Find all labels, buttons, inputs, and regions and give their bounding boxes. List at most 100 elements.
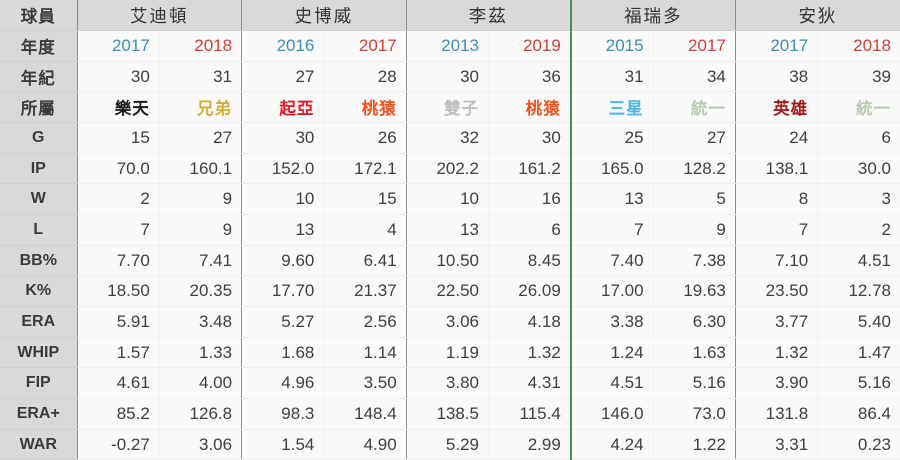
w-0-0: 2 xyxy=(76,183,160,216)
row-label-war: WAR xyxy=(0,429,77,460)
team-2-0: 雙子 xyxy=(405,91,489,124)
fip-0-0: 4.61 xyxy=(76,367,160,400)
eraplus-2-0: 138.5 xyxy=(405,398,489,430)
ip-1-0: 152.0 xyxy=(241,153,324,185)
bbpct-0-1: 7.41 xyxy=(158,245,242,277)
war-2-1: 2.99 xyxy=(487,429,571,460)
row-label-team: 所屬 xyxy=(0,91,77,124)
kpct-0-1: 20.35 xyxy=(158,275,242,308)
eraplus-4-0: 131.8 xyxy=(734,398,818,430)
fip-4-0: 3.90 xyxy=(734,367,818,400)
eraplus-3-1: 73.0 xyxy=(652,398,736,430)
bbpct-4-0: 7.10 xyxy=(734,245,818,277)
fip-0-1: 4.00 xyxy=(158,367,242,400)
age-1-0: 27 xyxy=(241,61,324,93)
g-2-1: 30 xyxy=(487,122,571,154)
team-3-1: 統一 xyxy=(652,91,736,124)
whip-2-1: 1.32 xyxy=(487,337,571,369)
whip-0-1: 1.33 xyxy=(158,337,242,369)
war-3-0: 4.24 xyxy=(569,429,654,460)
war-1-1: 4.90 xyxy=(323,429,407,460)
l-0-1: 9 xyxy=(158,214,242,246)
era-4-1: 5.40 xyxy=(817,306,900,338)
g-4-1: 6 xyxy=(817,122,900,154)
g-1-1: 26 xyxy=(323,122,407,154)
player-header-4: 安狄 xyxy=(734,0,900,32)
whip-1-1: 1.14 xyxy=(323,337,407,369)
table-row-g: G 15 27 30 26 32 30 25 27 24 6 xyxy=(0,122,900,154)
bbpct-1-1: 6.41 xyxy=(323,245,407,277)
age-4-0: 38 xyxy=(734,61,818,93)
row-label-player: 球員 xyxy=(0,0,77,32)
whip-2-0: 1.19 xyxy=(405,337,489,369)
bbpct-3-0: 7.40 xyxy=(569,245,654,277)
ip-2-0: 202.2 xyxy=(405,153,489,185)
ip-3-1: 128.2 xyxy=(652,153,736,185)
w-3-0: 13 xyxy=(569,183,654,216)
kpct-4-0: 23.50 xyxy=(734,275,818,308)
team-2-1: 桃猿 xyxy=(487,91,571,124)
year-3-1: 2017 xyxy=(652,30,736,62)
war-1-0: 1.54 xyxy=(241,429,324,460)
g-0-0: 15 xyxy=(76,122,160,154)
era-2-0: 3.06 xyxy=(405,306,489,338)
year-3-0: 2015 xyxy=(569,30,654,62)
ip-0-0: 70.0 xyxy=(76,153,160,185)
row-label-l: L xyxy=(0,214,77,246)
eraplus-3-0: 146.0 xyxy=(569,398,654,430)
team-0-1: 兄弟 xyxy=(158,91,242,124)
table-row-war: WAR -0.27 3.06 1.54 4.90 5.29 2.99 4.24 … xyxy=(0,429,900,460)
bbpct-2-1: 8.45 xyxy=(487,245,571,277)
table-row-whip: WHIP 1.57 1.33 1.68 1.14 1.19 1.32 1.24 … xyxy=(0,337,900,369)
eraplus-0-1: 126.8 xyxy=(158,398,242,430)
l-4-0: 7 xyxy=(734,214,818,246)
table-row-ip: IP 70.0 160.1 152.0 172.1 202.2 161.2 16… xyxy=(0,153,900,185)
kpct-1-0: 17.70 xyxy=(241,275,324,308)
w-2-0: 10 xyxy=(405,183,489,216)
era-1-0: 5.27 xyxy=(241,306,324,338)
player-header-3: 福瑞多 xyxy=(569,0,736,32)
w-2-1: 16 xyxy=(487,183,571,216)
age-3-1: 34 xyxy=(652,61,736,93)
g-2-0: 32 xyxy=(405,122,489,154)
w-3-1: 5 xyxy=(652,183,736,216)
kpct-1-1: 21.37 xyxy=(323,275,407,308)
w-1-0: 10 xyxy=(241,183,324,216)
table-row-l: L 7 9 13 4 13 6 7 9 7 2 xyxy=(0,214,900,246)
bbpct-4-1: 4.51 xyxy=(817,245,900,277)
era-4-0: 3.77 xyxy=(734,306,818,338)
fip-4-1: 5.16 xyxy=(817,367,900,400)
bbpct-2-0: 10.50 xyxy=(405,245,489,277)
age-2-1: 36 xyxy=(487,61,571,93)
bbpct-1-0: 9.60 xyxy=(241,245,324,277)
fip-1-0: 4.96 xyxy=(241,367,324,400)
ip-0-1: 160.1 xyxy=(158,153,242,185)
kpct-2-0: 22.50 xyxy=(405,275,489,308)
row-label-bbpct: BB% xyxy=(0,245,77,277)
row-label-year: 年度 xyxy=(0,30,77,62)
war-0-0: -0.27 xyxy=(76,429,160,460)
g-1-0: 30 xyxy=(241,122,324,154)
ip-2-1: 161.2 xyxy=(487,153,571,185)
row-label-eraplus: ERA+ xyxy=(0,398,77,430)
year-2-1: 2019 xyxy=(487,30,571,62)
war-4-1: 0.23 xyxy=(817,429,900,460)
l-2-1: 6 xyxy=(487,214,571,246)
year-1-0: 2016 xyxy=(241,30,324,62)
kpct-0-0: 18.50 xyxy=(76,275,160,308)
table-row-fip: FIP 4.61 4.00 4.96 3.50 3.80 4.31 4.51 5… xyxy=(0,367,900,400)
row-label-ip: IP xyxy=(0,153,77,185)
g-3-1: 27 xyxy=(652,122,736,154)
l-4-1: 2 xyxy=(817,214,900,246)
table-row-era: ERA 5.91 3.48 5.27 2.56 3.06 4.18 3.38 6… xyxy=(0,306,900,338)
war-0-1: 3.06 xyxy=(158,429,242,460)
l-2-0: 13 xyxy=(405,214,489,246)
whip-1-0: 1.68 xyxy=(241,337,324,369)
war-2-0: 5.29 xyxy=(405,429,489,460)
fip-3-1: 5.16 xyxy=(652,367,736,400)
whip-4-0: 1.32 xyxy=(734,337,818,369)
war-4-0: 3.31 xyxy=(734,429,818,460)
table-row-age: 年紀 30 31 27 28 30 36 31 34 38 39 xyxy=(0,61,900,93)
